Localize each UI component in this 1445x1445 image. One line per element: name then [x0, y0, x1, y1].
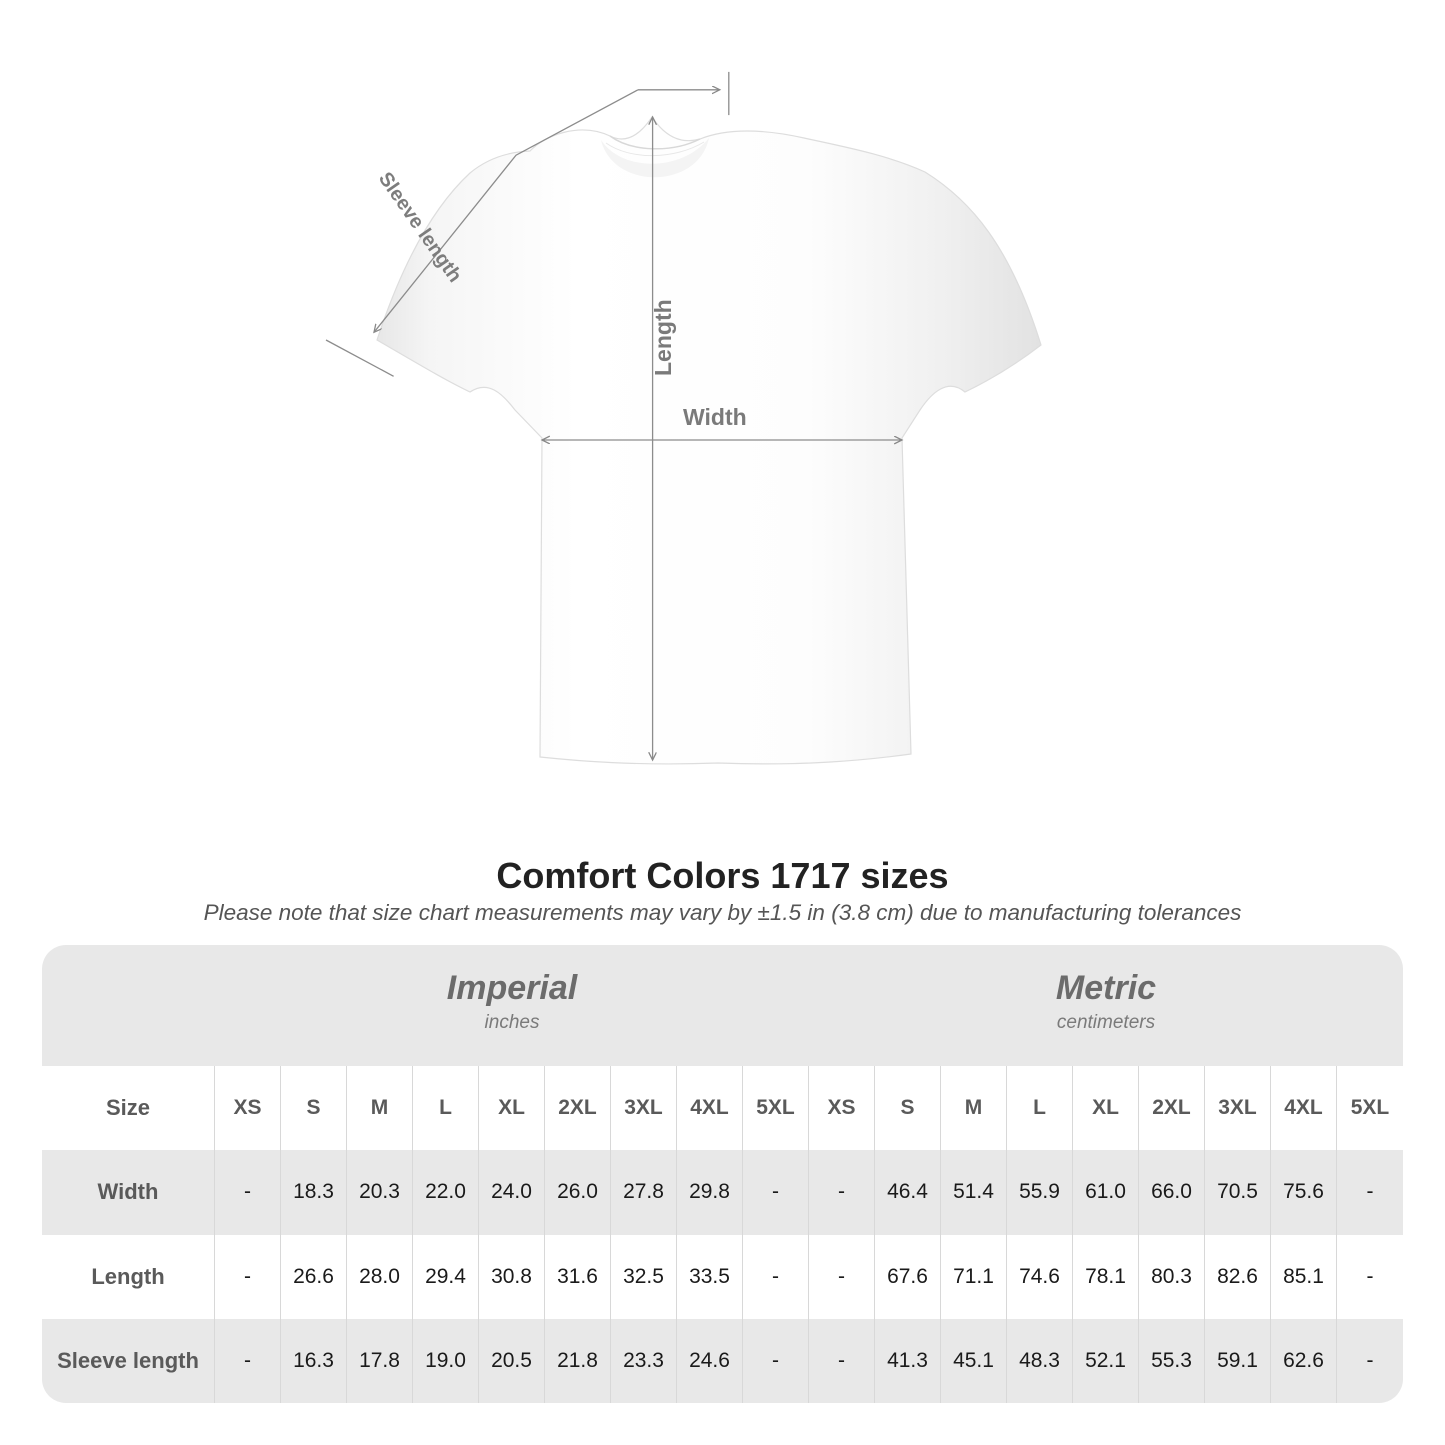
svg-text:Length: Length: [650, 299, 676, 376]
svg-text:Width: Width: [683, 404, 747, 430]
